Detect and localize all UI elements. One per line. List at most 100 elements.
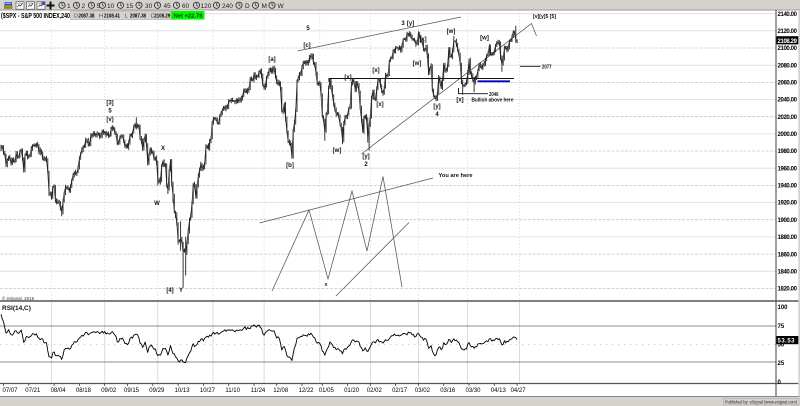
svg-text:You are here: You are here (439, 173, 473, 179)
svg-text:[y]: [y] (362, 154, 369, 160)
svg-text:W: W (154, 201, 160, 207)
svg-text:1820.00: 1820.00 (778, 287, 798, 293)
svg-text:11/24: 11/24 (251, 388, 266, 394)
svg-text:O: O (74, 14, 79, 20)
svg-text:1880.00: 1880.00 (778, 235, 798, 241)
svg-text:[y]: [y] (407, 21, 414, 27)
svg-text:240: 240 (222, 3, 233, 10)
svg-text:RSI(14,C): RSI(14,C) (2, 305, 31, 312)
svg-text:01/20: 01/20 (344, 388, 360, 394)
svg-text:2108.29: 2108.29 (778, 39, 798, 45)
svg-text:1960.00: 1960.00 (778, 166, 798, 172)
svg-text:75: 75 (778, 324, 785, 330)
svg-text:12/08: 12/08 (273, 388, 289, 394)
svg-text:10: 10 (107, 3, 115, 10)
svg-text:0: 0 (778, 380, 782, 386)
svg-text:01/05: 01/05 (319, 388, 335, 394)
svg-text:02/02: 02/02 (367, 388, 383, 394)
svg-text:2080.00: 2080.00 (778, 63, 798, 69)
svg-text:[w]: [w] (333, 148, 342, 154)
svg-text:[w]: [w] (413, 61, 422, 67)
svg-text:4: 4 (435, 112, 439, 118)
svg-text:[v]: [v] (106, 117, 113, 123)
svg-text:2108.29: 2108.29 (154, 14, 170, 20)
svg-text:60: 60 (182, 3, 190, 10)
svg-text:08/18: 08/18 (76, 388, 92, 394)
svg-text:10/27: 10/27 (200, 388, 216, 394)
svg-text:03/30: 03/30 (465, 388, 481, 394)
svg-text:5: 5 (97, 3, 101, 10)
svg-text:04/13: 04/13 (491, 388, 507, 394)
svg-text:1940.00: 1940.00 (778, 184, 798, 190)
svg-text:[b]: [b] (286, 163, 294, 169)
svg-text:120: 120 (201, 3, 212, 10)
svg-text:2100.00: 2100.00 (778, 46, 798, 52)
svg-text:09/02: 09/02 (101, 388, 117, 394)
svg-text:11/10: 11/10 (225, 388, 240, 394)
svg-text:07/21: 07/21 (25, 388, 41, 394)
svg-text:[y]: [y] (433, 104, 440, 110)
svg-text:03/02: 03/02 (415, 388, 431, 394)
svg-text:53.53: 53.53 (778, 339, 796, 345)
svg-text:2: 2 (364, 162, 368, 168)
svg-text:15: 15 (126, 3, 134, 10)
svg-text:50: 50 (778, 343, 785, 349)
svg-text:[x]: [x] (344, 75, 351, 81)
svg-text:2077: 2077 (542, 64, 552, 70)
svg-text:D: D (245, 3, 250, 10)
svg-text:09/15: 09/15 (124, 388, 140, 394)
svg-text:2087.38: 2087.38 (130, 14, 146, 20)
svg-text:($SPX - S&P 500 INDEX,240: ($SPX - S&P 500 INDEX,240 (1, 11, 70, 20)
svg-text:C: C (151, 14, 155, 20)
svg-text:[a]: [a] (268, 57, 275, 63)
svg-text:x: x (325, 282, 328, 288)
svg-text:M: M (262, 3, 267, 10)
svg-text:3: 3 (401, 21, 405, 27)
svg-text:X: X (161, 146, 165, 152)
svg-text:10/13: 10/13 (175, 388, 191, 394)
svg-text:Net +22.78: Net +22.78 (174, 14, 203, 20)
svg-text:1980.00: 1980.00 (778, 149, 798, 155)
svg-text:2020.00: 2020.00 (778, 115, 798, 121)
svg-text:[4]: [4] (166, 288, 173, 294)
svg-text:1860.00: 1860.00 (778, 252, 798, 258)
svg-text:5: 5 (108, 109, 112, 115)
svg-text:07/07: 07/07 (2, 388, 18, 394)
svg-text:1840.00: 1840.00 (778, 269, 798, 275)
svg-text:2046: 2046 (489, 92, 499, 98)
svg-text:W: W (278, 3, 285, 10)
svg-text:1920.00: 1920.00 (778, 201, 798, 207)
svg-text:2108.41: 2108.41 (104, 14, 120, 20)
svg-text:09/29: 09/29 (149, 388, 165, 394)
svg-text:45: 45 (164, 3, 172, 10)
svg-text:2040.00: 2040.00 (778, 98, 798, 104)
svg-text:1900.00: 1900.00 (778, 218, 798, 224)
svg-text:2: 2 (82, 3, 86, 10)
svg-text:L: L (125, 14, 128, 20)
svg-text:2140.00: 2140.00 (778, 12, 798, 18)
svg-text:Bullish above here: Bullish above here (472, 98, 514, 104)
svg-text:12/22: 12/22 (298, 388, 314, 394)
svg-text:[x]: [x] (372, 68, 379, 74)
svg-text:30: 30 (145, 3, 153, 10)
svg-text:02/17: 02/17 (392, 388, 408, 394)
svg-text:[v][y]5 [5]: [v][y]5 [5] (533, 14, 556, 20)
svg-text:Y: Y (179, 288, 183, 294)
svg-text:25: 25 (778, 361, 785, 367)
svg-text:2120.00: 2120.00 (778, 29, 798, 35)
svg-text:2087.38: 2087.38 (79, 14, 95, 20)
svg-text:08/04: 08/04 (51, 388, 67, 394)
svg-text:[x]: [x] (456, 98, 463, 104)
svg-text:1: 1 (67, 3, 71, 10)
svg-text:H: H (99, 14, 103, 20)
svg-text:Published by: eSignal (www.esi: Published by: eSignal (www.esignal.com) (725, 399, 797, 404)
svg-text:[w]: [w] (480, 36, 489, 42)
svg-text:2000.00: 2000.00 (778, 132, 798, 138)
svg-text:© eSignal, 2015: © eSignal, 2015 (2, 295, 35, 301)
svg-text:2060.00: 2060.00 (778, 81, 798, 87)
svg-text:03/16: 03/16 (440, 388, 456, 394)
svg-text:[w]: [w] (447, 29, 456, 35)
svg-text:100: 100 (778, 305, 789, 311)
svg-text:5: 5 (306, 26, 310, 32)
svg-text:04/27: 04/27 (511, 388, 527, 394)
